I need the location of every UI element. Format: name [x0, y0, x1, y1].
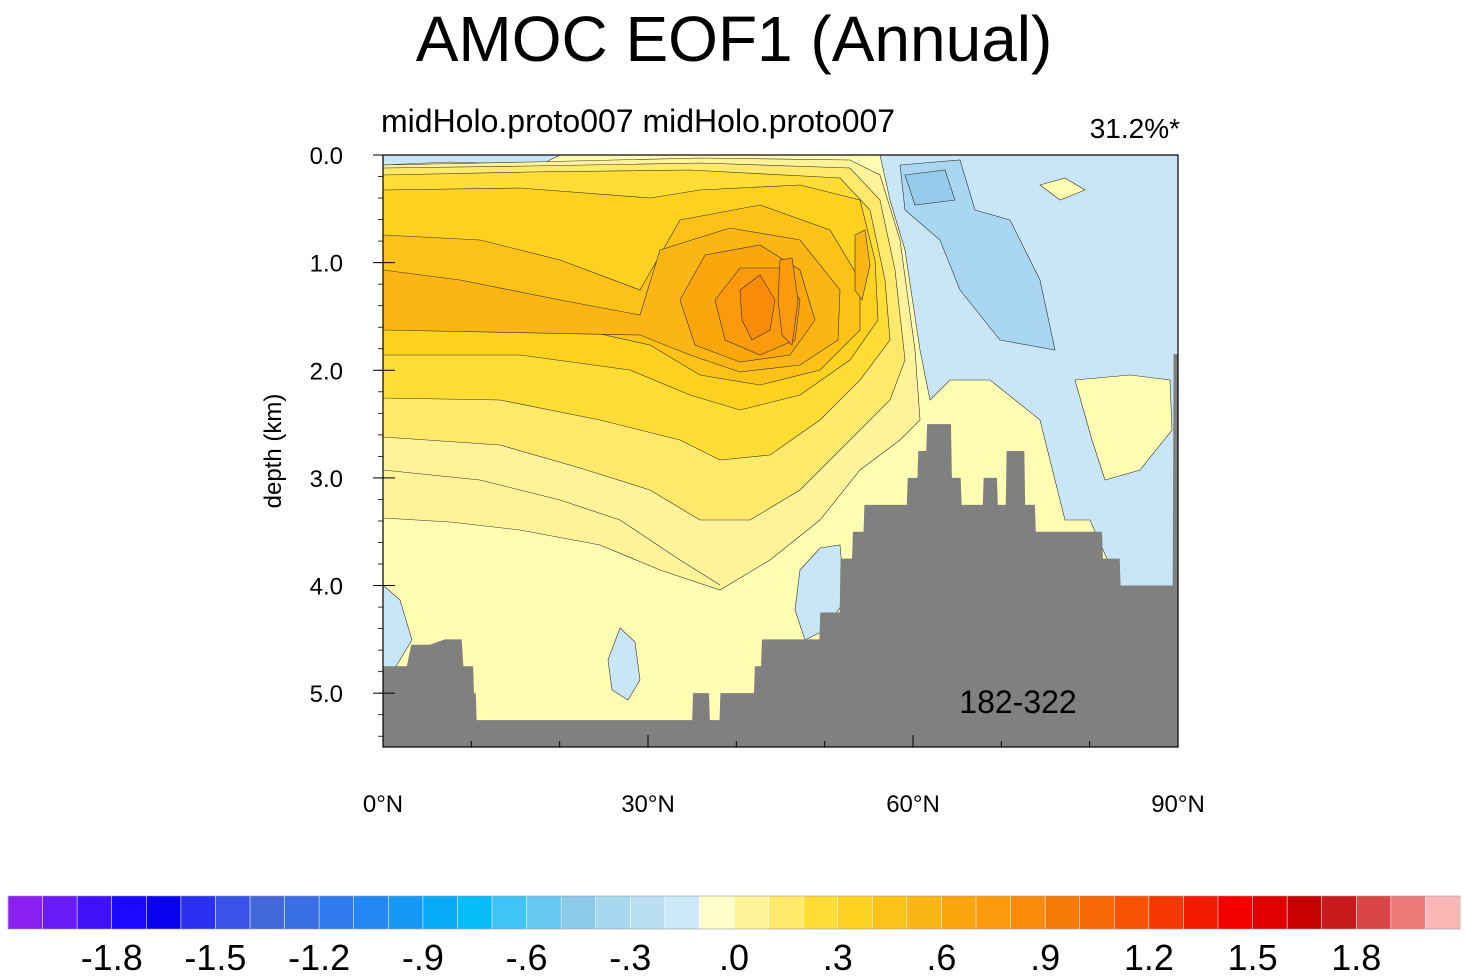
x-tick-label: 0°N — [363, 791, 403, 818]
colorbar-bin — [561, 896, 597, 929]
colorbar-bin — [42, 896, 78, 929]
colorbar-bin — [388, 896, 424, 929]
bathymetry-mask — [383, 354, 1178, 747]
colorbar-bin — [630, 896, 666, 929]
negative-patch-equator — [383, 584, 413, 671]
colorbar-bin — [941, 896, 977, 929]
colorbar-bin — [1079, 896, 1115, 929]
colorbar-label: -.9 — [402, 937, 444, 978]
plot-frame — [382, 154, 1179, 748]
colorbar-frame — [7, 895, 1461, 930]
colorbar-bin — [734, 896, 770, 929]
colorbar-bin — [1425, 896, 1461, 929]
x-tick-label: 90°N — [1151, 791, 1205, 818]
colorbar-bin — [1010, 896, 1046, 929]
colorbar-label: 1.2 — [1124, 937, 1174, 978]
colorbar-label: -.3 — [609, 937, 651, 978]
colorbar-bin — [837, 896, 873, 929]
colorbar-bin — [146, 896, 182, 929]
colorbar-label: -1.5 — [184, 937, 246, 978]
colorbar-bin — [1045, 896, 1081, 929]
colorbar-bin — [803, 896, 839, 929]
variance-explained: 31.2%* — [1089, 113, 1180, 144]
colorbar-bin — [768, 896, 804, 929]
colorbar-bin — [1148, 896, 1184, 929]
colorbar-label: -.6 — [506, 937, 548, 978]
colorbar-bin — [1287, 896, 1323, 929]
y-tick-label: 2.0 — [310, 358, 343, 385]
y-tick-label: 5.0 — [310, 681, 343, 708]
colorbar-bin — [1114, 896, 1150, 929]
y-tick-label: 4.0 — [310, 574, 343, 601]
chart-title: AMOC EOF1 (Annual) — [415, 3, 1053, 75]
colorbar-bin — [180, 896, 216, 929]
colorbar-bin — [526, 896, 562, 929]
colorbar-bin — [215, 896, 251, 929]
colorbar-bin — [1321, 896, 1357, 929]
colorbar-label: .6 — [926, 937, 956, 978]
x-tick-label: 30°N — [621, 791, 675, 818]
y-axis-label: depth (km) — [260, 394, 287, 509]
colorbar-bin — [1356, 896, 1392, 929]
field-layer — [383, 155, 1178, 747]
colorbar-bin — [872, 896, 908, 929]
positive-patch-small — [1039, 177, 1086, 201]
colorbar: -1.8 -1.5 -1.2 -.9 -.6 -.3 .0 .3 .6 .9 1.2 1.5 1.8 — [7, 895, 1461, 978]
colorbar-bin — [457, 896, 493, 929]
colorbar-label: 1.8 — [1331, 937, 1381, 978]
colorbar-bin — [8, 896, 44, 929]
contour-northern-core — [854, 229, 871, 301]
colorbar-label: .3 — [823, 937, 853, 978]
colorbar-bin — [353, 896, 389, 929]
x-tick-label: 60°N — [886, 791, 940, 818]
colorbar-bin — [1252, 896, 1288, 929]
contour-deep-line — [383, 469, 721, 586]
colorbar-bin — [595, 896, 631, 929]
colorbar-bin — [284, 896, 320, 929]
colorbar-label: .0 — [719, 937, 749, 978]
negative-core-north — [899, 159, 1056, 351]
contour-0.9 — [739, 274, 776, 341]
colorbar-bin — [250, 896, 286, 929]
colorbar-bin — [1390, 896, 1426, 929]
negative-core-inner — [904, 169, 956, 206]
colorbar-bin — [664, 896, 700, 929]
y-tick-label: 1.0 — [310, 251, 343, 278]
colorbar-label: -1.8 — [81, 937, 143, 978]
colorbar-label: 1.5 — [1228, 937, 1278, 978]
colorbar-bin — [492, 896, 528, 929]
colorbar-label: .9 — [1030, 937, 1060, 978]
colorbar-bin — [422, 896, 458, 929]
colorbar-bin — [1183, 896, 1219, 929]
y-tick-label: 3.0 — [310, 466, 343, 493]
negative-patch-30n — [607, 627, 641, 701]
colorbar-bin — [1218, 896, 1254, 929]
colorbar-bin — [77, 896, 113, 929]
colorbar-bin — [319, 896, 355, 929]
colorbar-label: -1.2 — [288, 937, 350, 978]
y-axis: 0.0 1.0 2.0 3.0 4.0 5.0 — [310, 143, 395, 737]
x-axis: 0°N 30°N 60°N 90°N — [363, 735, 1205, 818]
contour-secondary-core — [777, 257, 799, 346]
colorbar-bin — [976, 896, 1012, 929]
colorbar-bin — [111, 896, 147, 929]
colorbar-bin — [699, 896, 735, 929]
year-range-label: 182-322 — [959, 684, 1076, 720]
y-tick-label: 0.0 — [310, 143, 343, 170]
colorbar-bin — [906, 896, 942, 929]
positive-patch-north — [1074, 374, 1173, 481]
chart-subtitle: midHolo.proto007 midHolo.proto007 — [381, 103, 896, 139]
